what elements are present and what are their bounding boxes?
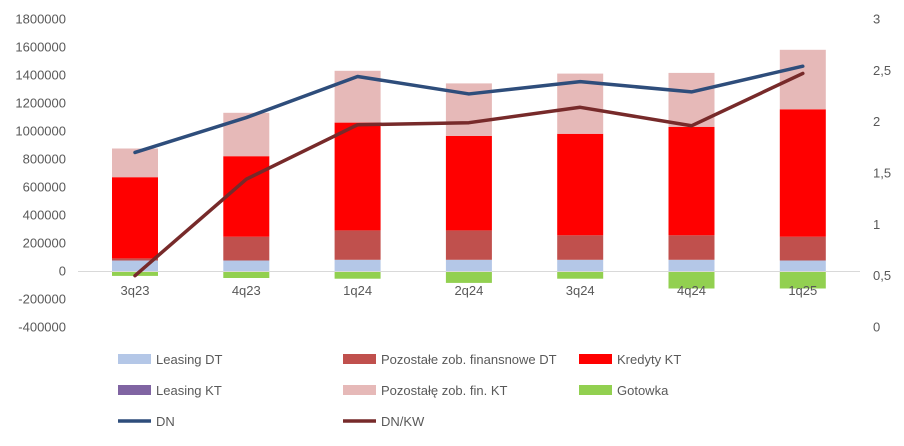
x-category-label: 4q24 bbox=[677, 283, 706, 298]
y-left-tick-label: 400000 bbox=[23, 208, 66, 223]
y-left-tick-label: -400000 bbox=[18, 320, 66, 335]
legend-label: Leasing KT bbox=[156, 383, 222, 398]
legend-label: Pozostałe zob. finansnowe DT bbox=[381, 352, 557, 367]
bar-segment-kredyty-kt bbox=[223, 156, 270, 237]
bar-segment-leasing-dt bbox=[223, 260, 270, 271]
legend-item-kredyty-kt: Kredyty KT bbox=[579, 352, 681, 367]
y-right-tick-label: 0,5 bbox=[873, 268, 891, 283]
legend-item-pozosta-e-zob-fin-kt: Pozostałę zob. fin. KT bbox=[343, 383, 508, 398]
y-left-tick-label: 0 bbox=[59, 264, 66, 279]
x-axis: 3q23 4q23 1q24 2q24 3q24 4q24 1q25 bbox=[121, 283, 818, 298]
bar-segment-gotowka bbox=[668, 271, 715, 289]
line-series-dn-kw bbox=[133, 71, 805, 278]
bar-segment-pozosta-e-zob-finansnowe-dt bbox=[557, 235, 604, 260]
bar-segment-kredyty-kt bbox=[112, 177, 158, 259]
y-axis-right: 3 2,5 2 1,5 1 0,5 0 bbox=[873, 12, 891, 335]
legend-swatch bbox=[118, 385, 151, 395]
x-category-label: 2q24 bbox=[454, 283, 483, 298]
legend-label: DN/KW bbox=[381, 414, 425, 429]
lines-layer bbox=[133, 64, 805, 278]
legend-item-leasing-kt: Leasing KT bbox=[118, 383, 222, 398]
y-right-tick-label: 3 bbox=[873, 12, 880, 27]
bar-segment-pozosta-e-zob-finansnowe-dt bbox=[668, 235, 715, 260]
x-category-label: 3q23 bbox=[121, 283, 150, 298]
bar-segment-gotowka bbox=[779, 271, 826, 289]
bars-layer bbox=[78, 49, 860, 289]
legend-label: Gotowka bbox=[617, 383, 669, 398]
legend-swatch bbox=[579, 354, 612, 364]
legend-item-gotowka: Gotowka bbox=[579, 383, 669, 398]
bar-segment-kredyty-kt bbox=[557, 133, 604, 236]
y-right-tick-label: 2,5 bbox=[873, 63, 891, 78]
y-left-tick-label: 200000 bbox=[23, 236, 66, 251]
bar-segment-pozosta-e-zob-finansnowe-dt bbox=[223, 236, 270, 261]
y-left-tick-label: -200000 bbox=[18, 292, 66, 307]
bar-segment-kredyty-kt bbox=[334, 122, 381, 231]
legend-label: Pozostałę zob. fin. KT bbox=[381, 383, 508, 398]
legend-item-leasing-dt: Leasing DT bbox=[118, 352, 223, 367]
bar-segment-gotowka bbox=[223, 271, 270, 278]
y-left-tick-label: 1000000 bbox=[15, 124, 66, 139]
y-left-tick-label: 1600000 bbox=[15, 40, 66, 55]
bar-segment-leasing-dt bbox=[334, 259, 381, 271]
bar-segment-kredyty-kt bbox=[445, 135, 492, 231]
legend-swatch bbox=[118, 354, 151, 364]
y-right-tick-label: 1 bbox=[873, 217, 880, 232]
legend-label: Kredyty KT bbox=[617, 352, 681, 367]
x-category-label: 1q24 bbox=[343, 283, 372, 298]
y-left-tick-label: 800000 bbox=[23, 152, 66, 167]
legend-item-pozosta-e-zob-finansnowe-dt: Pozostałe zob. finansnowe DT bbox=[343, 352, 557, 367]
x-category-label: 4q23 bbox=[232, 283, 261, 298]
legend-swatch bbox=[343, 354, 376, 364]
bar-segment-pozosta-e-zob-finansnowe-dt bbox=[445, 230, 492, 260]
y-right-tick-label: 2 bbox=[873, 114, 880, 129]
y-axis-left: 1800000 1600000 1400000 1200000 1000000 80000… bbox=[15, 12, 66, 335]
legend: Leasing DT Pozostałe zob. finansnowe DT Kr… bbox=[118, 352, 681, 429]
y-left-tick-label: 600000 bbox=[23, 180, 66, 195]
x-category-label: 3q24 bbox=[566, 283, 595, 298]
bar-segment-leasing-dt bbox=[668, 259, 715, 271]
bar-segment-gotowka bbox=[445, 271, 492, 283]
y-right-tick-label: 0 bbox=[873, 320, 880, 335]
bar-segment-leasing-dt bbox=[779, 260, 826, 271]
y-left-tick-label: 1400000 bbox=[15, 68, 66, 83]
legend-swatch bbox=[343, 385, 376, 395]
legend-item-dn-kw: DN/KW bbox=[343, 414, 425, 429]
bar-segment-gotowka bbox=[557, 271, 604, 279]
bar-segment-kredyty-kt bbox=[668, 126, 715, 236]
bar-segment-kredyty-kt bbox=[779, 109, 826, 237]
y-right-tick-label: 1,5 bbox=[873, 166, 891, 181]
bar-segment-gotowka bbox=[334, 271, 381, 279]
bar-segment-pozosta-e-zob-finansnowe-dt bbox=[112, 258, 158, 261]
bar-segment-leasing-dt bbox=[445, 259, 492, 271]
bar-segment-leasing-dt bbox=[557, 259, 604, 271]
legend-swatch bbox=[579, 385, 612, 395]
y-left-tick-label: 1800000 bbox=[15, 12, 66, 27]
legend-label: Leasing DT bbox=[156, 352, 223, 367]
x-category-label: 1q25 bbox=[788, 283, 817, 298]
line-series-dn bbox=[133, 64, 805, 155]
bar-segment-pozosta-e-zob-fin-kt bbox=[223, 112, 270, 157]
bar-segment-pozosta-e-zob-finansnowe-dt bbox=[334, 230, 381, 260]
legend-item-dn: DN bbox=[118, 414, 175, 429]
y-left-tick-label: 1200000 bbox=[15, 96, 66, 111]
bar-segment-pozosta-e-zob-finansnowe-dt bbox=[779, 236, 826, 261]
legend-label: DN bbox=[156, 414, 175, 429]
bar-segment-leasing-dt bbox=[112, 260, 158, 271]
